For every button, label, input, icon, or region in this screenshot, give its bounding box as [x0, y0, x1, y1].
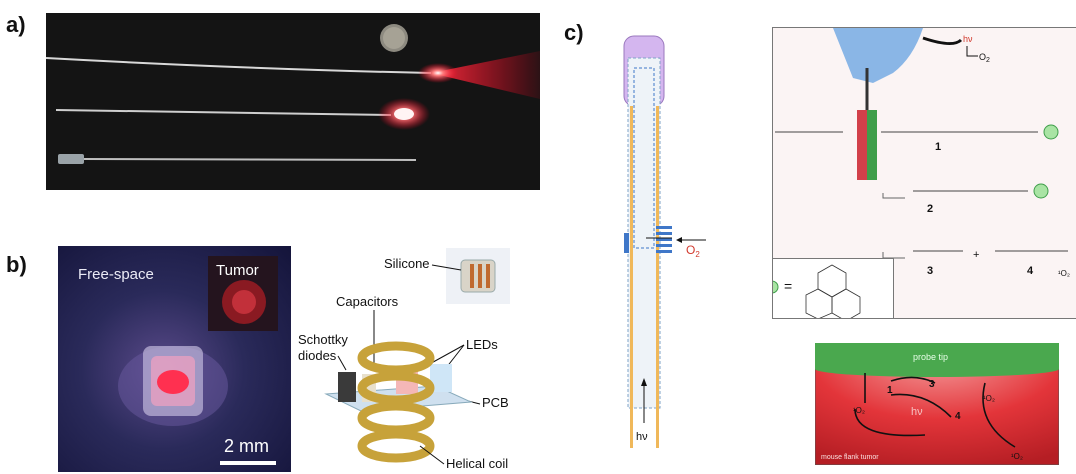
panel-a-label: a) — [6, 12, 26, 37]
fiber-hv-label: hν — [636, 431, 648, 443]
compound-2: 2 — [927, 203, 933, 215]
compound-1: 1 — [935, 141, 941, 153]
scale-bar-label: 2 mm — [224, 436, 269, 456]
scheme-o2-label: O2 — [979, 52, 990, 64]
silicone-label: Silicone — [384, 256, 430, 271]
fiber-probes-image — [46, 13, 540, 190]
schottky-label-line1: Schottky — [298, 332, 348, 347]
diagram-compound-3: 3 — [929, 379, 935, 390]
panel-c-label: c) — [564, 20, 584, 45]
o2-inlet-label: O2 — [686, 243, 700, 259]
diagram-hv-label: hν — [911, 406, 923, 418]
mouse-flank-tumor-label: mouse flank tumor — [821, 454, 879, 461]
diagram-singlet-o2-right: ¹O₂ — [983, 394, 995, 403]
helical-coil-label: Helical coil — [446, 456, 508, 471]
chemistry-scheme: hν O2 1 2 3 4 + ¹O₂ — [775, 28, 1070, 278]
chemistry-panel: hν O2 1 2 3 4 + ¹O₂ = — [772, 27, 1076, 319]
pcb-label: PCB — [482, 395, 509, 410]
compound-4: 4 — [1027, 265, 1034, 277]
implant-device-photo — [118, 346, 228, 426]
scheme-hv-label: hν — [963, 34, 973, 44]
compound-3: 3 — [927, 265, 933, 277]
porphyrin-structure: = — [773, 264, 861, 318]
singlet-o2-label: ¹O₂ — [1058, 269, 1070, 278]
tumor-inset: Tumor — [208, 256, 278, 331]
porphyrin-inset: = — [773, 258, 894, 318]
capacitors-label: Capacitors — [336, 294, 399, 309]
diagram-singlet-o2-bottom: ¹O₂ — [1011, 452, 1023, 461]
fiber-probe-schematic: O2 hν — [623, 35, 706, 448]
panel-a-photo — [46, 13, 540, 190]
svg-text:+: + — [973, 249, 979, 261]
scale-bar — [220, 461, 276, 465]
probe-tip-label: probe tip — [913, 352, 948, 362]
panel-b-photo: Free-space Tumor 2 mm — [58, 246, 291, 472]
diagram-compound-4: 4 — [955, 411, 961, 422]
implant-schematic: Silicone Capacitors Schottky diodes LEDs… — [298, 248, 510, 471]
panel-b-label: b) — [6, 252, 27, 277]
tumor-diagram: probe tip 1 3 4 hν ¹O₂ ¹O₂ ¹O₂ mouse fla… — [815, 343, 1059, 465]
leds-label: LEDs — [466, 337, 498, 352]
free-space-label: Free-space — [78, 266, 154, 283]
equals-sign: = — [784, 278, 792, 294]
diagram-singlet-o2-left: ¹O₂ — [853, 406, 865, 415]
tumor-inset-image — [208, 256, 278, 331]
schottky-label-line2: diodes — [298, 348, 337, 363]
tumor-label: Tumor — [216, 262, 259, 279]
diagram-compound-1: 1 — [887, 385, 893, 396]
